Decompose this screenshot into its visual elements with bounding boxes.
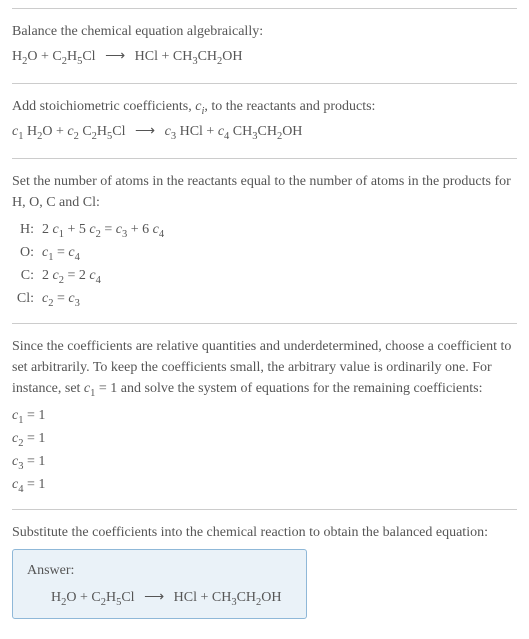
atom-equation: c2 = c3 xyxy=(42,288,80,309)
answer-equation: H2O + C2H5Cl ⟶ HCl + CH3CH2OH xyxy=(27,587,292,608)
section-stoich: Add stoichiometric coefficients, ci, to … xyxy=(12,83,517,158)
initial-equation: H2O + C2H5Cl ⟶ HCl + CH3CH2OH xyxy=(12,46,517,67)
answer-box: Answer: H2O + C2H5Cl ⟶ HCl + CH3CH2OH xyxy=(12,549,307,619)
atom-label: Cl: xyxy=(14,288,42,309)
atom-row: O: c1 = c4 xyxy=(14,242,517,263)
atom-equation: 2 c2 = 2 c4 xyxy=(42,265,101,286)
solve-text: Since the coefficients are relative quan… xyxy=(12,336,517,399)
atom-row: H: 2 c1 + 5 c2 = c3 + 6 c4 xyxy=(14,219,517,240)
atom-equation: c1 = c4 xyxy=(42,242,80,263)
section-balance-heading: Balance the chemical equation algebraica… xyxy=(12,8,517,83)
atoms-heading: Set the number of atoms in the reactants… xyxy=(12,171,517,213)
atom-row: C: 2 c2 = 2 c4 xyxy=(14,265,517,286)
section-substitute: Substitute the coefficients into the che… xyxy=(12,509,517,631)
answer-title: Answer: xyxy=(27,560,292,581)
atom-label: C: xyxy=(14,265,42,286)
coefficient-assignment: c3 = 1 xyxy=(12,451,517,472)
section-atoms: Set the number of atoms in the reactants… xyxy=(12,158,517,323)
coefficient-assignment: c2 = 1 xyxy=(12,428,517,449)
coefficient-assignment: c1 = 1 xyxy=(12,405,517,426)
coefficient-assignment: c4 = 1 xyxy=(12,474,517,495)
atom-row: Cl: c2 = c3 xyxy=(14,288,517,309)
stoich-heading: Add stoichiometric coefficients, ci, to … xyxy=(12,96,517,117)
atom-table: H: 2 c1 + 5 c2 = c3 + 6 c4 O: c1 = c4 C:… xyxy=(14,219,517,309)
atom-equation: 2 c1 + 5 c2 = c3 + 6 c4 xyxy=(42,219,164,240)
balance-heading: Balance the chemical equation algebraica… xyxy=(12,21,517,42)
section-solve: Since the coefficients are relative quan… xyxy=(12,323,517,509)
coefficient-list: c1 = 1 c2 = 1 c3 = 1 c4 = 1 xyxy=(12,405,517,495)
substitute-heading: Substitute the coefficients into the che… xyxy=(12,522,517,543)
stoich-equation: c1 H2O + c2 C2H5Cl ⟶ c3 HCl + c4 CH3CH2O… xyxy=(12,121,517,142)
atom-label: O: xyxy=(14,242,42,263)
atom-label: H: xyxy=(14,219,42,240)
